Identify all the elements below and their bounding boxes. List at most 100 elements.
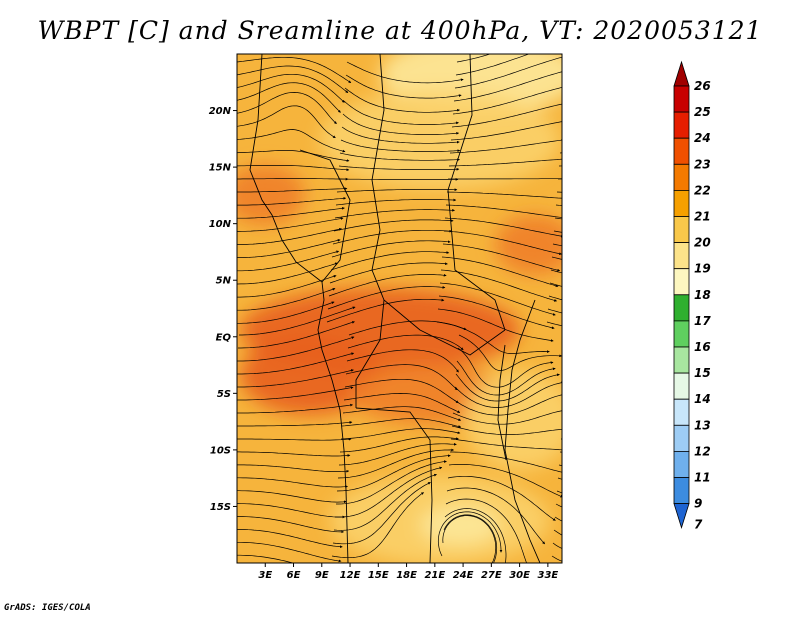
colorbar-label: 14 [694,392,711,406]
streamline [446,191,562,199]
streamline [237,177,349,181]
streamline [326,298,445,323]
lon-tick-label: 9E [315,570,329,581]
streamline [563,412,572,413]
streamline [237,238,341,258]
streamline [331,240,451,258]
coastline-west [249,54,349,563]
lon-tick-label: 21E [424,570,445,581]
streamline [563,112,572,114]
streamline [456,54,492,63]
streamline [450,451,562,473]
streamline [237,92,337,125]
streamline [546,321,562,327]
streamline [343,100,459,125]
streamline [456,360,556,396]
colorbar-label: 18 [694,288,711,302]
streamline [346,61,464,84]
streamline [558,464,562,466]
colorbar-segment [673,189,690,217]
colorbar-segment [673,320,690,348]
colorbar-top-arrow [673,60,690,87]
streamline [439,282,556,316]
wbpt-warm-region-east [495,215,562,275]
streamline [333,219,454,232]
border-north-central [371,54,506,356]
lon-tick-label: 30E [509,570,530,581]
streamline [237,369,354,388]
streamline [237,73,345,103]
streamline [338,165,460,171]
streamline [338,442,457,466]
streamline [453,394,562,416]
streamline [438,295,555,330]
streamline [237,490,347,504]
streamline [453,71,562,102]
colorbar-label: 24 [694,131,711,145]
streamline [553,230,562,233]
colorbar-segment [673,85,690,113]
streamline [551,256,562,260]
streamline [332,482,431,545]
border-south-central [355,407,433,563]
streamline [445,204,562,218]
streamline [333,473,437,531]
border-central-south [355,299,385,408]
colorbar-segment [673,477,690,505]
streamline [237,65,349,93]
lat-tick-label: 5N [216,276,232,287]
streamline [347,334,464,351]
streamline [348,320,467,336]
streamline [447,475,556,521]
lat-tick-label: 20N [209,106,232,117]
streamline [334,466,443,518]
streamline [342,406,462,421]
streamline [569,335,572,336]
streamline [237,150,350,162]
streamline [344,87,460,113]
colorbar-label: 22 [694,183,711,197]
streamline [565,386,571,387]
streamline [558,165,562,167]
colorbar-bottom-arrow [673,503,690,529]
streamline [443,230,562,256]
map-frame [236,53,563,564]
streamline [237,421,353,427]
streamline [237,250,340,272]
streamline [237,541,342,563]
colorbar-label: 23 [694,157,711,171]
colorbar-segment [673,424,690,452]
grads-credit: GrADS: IGES/COLA [4,603,91,613]
colorbar: 26 25 24 23 22 21 20 19 18 17 16 15 14 13 12 11 9 7 [673,60,711,532]
streamline [344,378,459,404]
colorbar-segment [673,450,690,478]
streamline [237,529,343,549]
colorbar-label: 11 [694,471,711,485]
lat-tick-label: 10N [209,219,232,230]
streamline [448,464,562,498]
streamline [452,410,562,425]
streamline [336,460,447,505]
colorbar-segment [673,398,690,426]
streamline [446,487,546,545]
streamline [237,206,345,219]
streamline [237,196,347,206]
streamline [458,334,562,371]
streamline [343,393,461,413]
streamline [334,208,455,219]
wbpt-hot-band-southwest [240,335,380,415]
colorbar-segment [673,268,690,296]
streamline [561,126,562,127]
streamline [237,464,350,473]
streamline [555,503,562,508]
colorbar-label: 7 [694,518,703,532]
streamline [237,352,355,375]
streamline [443,514,498,563]
streamline [330,251,450,271]
streamline [345,364,458,391]
colorbar-label: 25 [694,105,711,119]
streamline [237,403,354,414]
wbpt-cool-region-northeast [320,90,560,190]
streamline [554,217,562,220]
